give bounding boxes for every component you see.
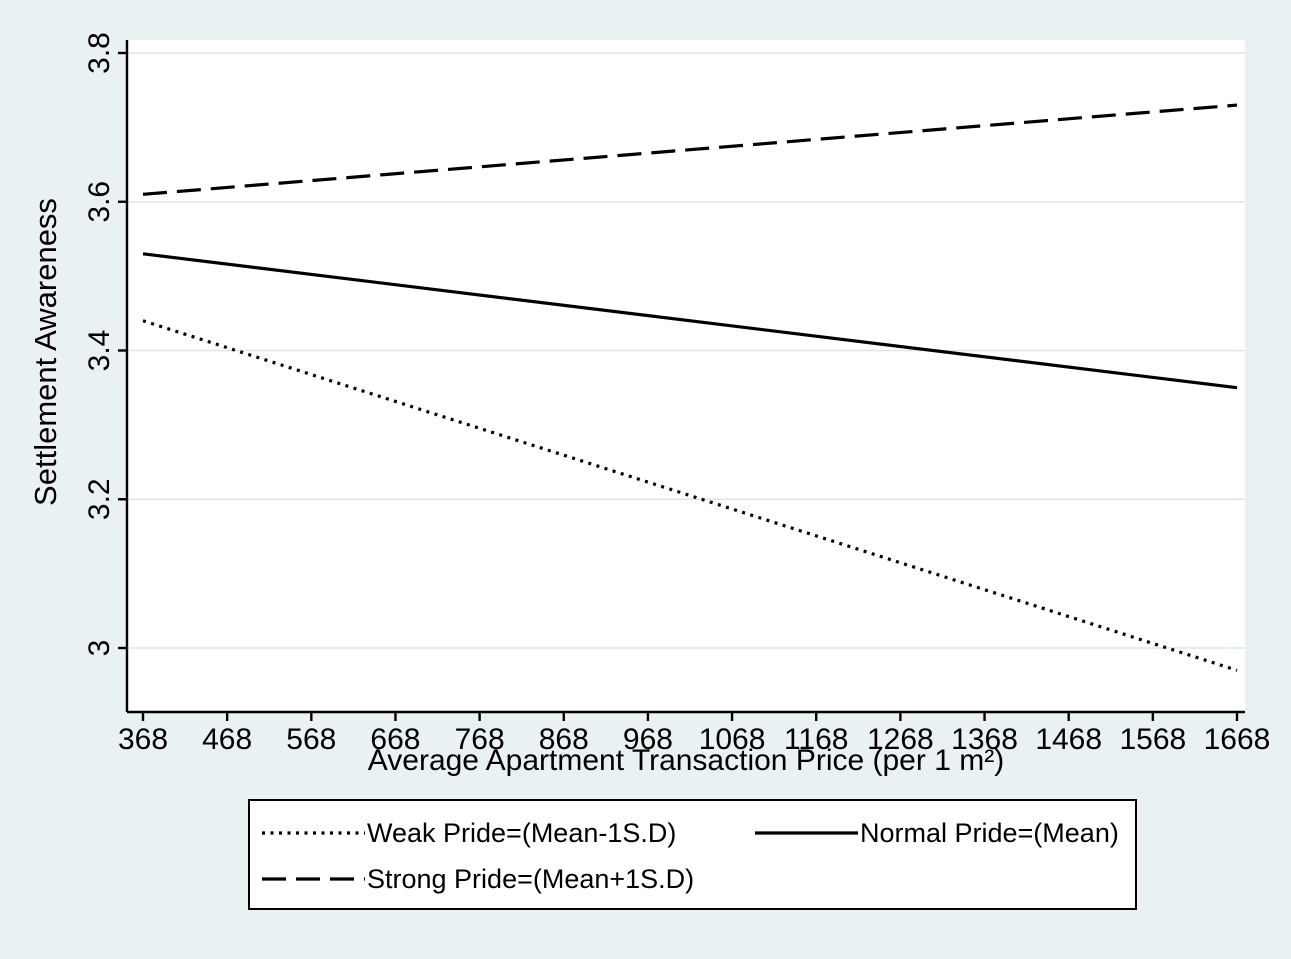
svg-text:1068: 1068: [699, 723, 766, 756]
gridlines: [127, 52, 1245, 649]
dashed-line-sample-icon: [262, 877, 365, 881]
svg-text:1268: 1268: [867, 723, 934, 756]
svg-text:468: 468: [202, 723, 252, 756]
svg-text:3.8: 3.8: [83, 32, 116, 74]
svg-text:1168: 1168: [784, 723, 849, 756]
line-normal-pride: [142, 252, 1238, 390]
dotted-line-sample-icon: [262, 831, 365, 835]
svg-text:568: 568: [286, 723, 336, 756]
y-axis-title: Settlement Awareness: [28, 198, 63, 506]
svg-text:768: 768: [455, 723, 505, 756]
chart-canvas: 368 468 568 668 768 868 968 1068 1168 1268 1368 146…: [83, 32, 1270, 756]
svg-text:3.4: 3.4: [83, 330, 116, 372]
legend-item-strong-pride: Strong Pride=(Mean+1S.D): [262, 864, 755, 895]
solid-line-sample-icon: [755, 831, 858, 835]
svg-text:1468: 1468: [1035, 723, 1102, 756]
svg-text:868: 868: [539, 723, 589, 756]
line-strong-pride: [142, 103, 1238, 196]
x-axis-title: Average Apartment Transaction Price (per…: [367, 744, 1005, 777]
svg-text:1668: 1668: [1204, 723, 1271, 756]
axes: [125, 40, 1245, 714]
legend-item-weak-pride: Weak Pride=(Mean-1S.D): [262, 818, 755, 849]
legend-row-2: Strong Pride=(Mean+1S.D): [262, 856, 1135, 902]
legend-row-1: Weak Pride=(Mean-1S.D) Normal Pride=(Mea…: [262, 810, 1135, 856]
legend: Weak Pride=(Mean-1S.D) Normal Pride=(Mea…: [248, 799, 1137, 910]
legend-label-strong-pride: Strong Pride=(Mean+1S.D): [367, 863, 695, 894]
svg-text:968: 968: [623, 723, 673, 756]
svg-text:1568: 1568: [1119, 723, 1186, 756]
y-axis-ticks: 3 3.2 3.4 3.6 3.8: [83, 32, 127, 656]
legend-label-weak-pride: Weak Pride=(Mean-1S.D): [367, 817, 677, 848]
svg-text:3.2: 3.2: [83, 478, 116, 520]
x-axis-ticks: 368 468 568 668 768 868 968 1068 1168 1268 1368 146…: [118, 712, 1270, 756]
legend-label-normal-pride: Normal Pride=(Mean): [860, 817, 1119, 848]
svg-text:668: 668: [370, 723, 420, 756]
svg-text:3.6: 3.6: [83, 181, 116, 223]
legend-item-normal-pride: Normal Pride=(Mean): [755, 818, 1119, 849]
svg-text:368: 368: [118, 723, 168, 756]
svg-text:1368: 1368: [951, 723, 1018, 756]
plot-area: [127, 40, 1245, 712]
svg-text:3: 3: [83, 640, 116, 657]
